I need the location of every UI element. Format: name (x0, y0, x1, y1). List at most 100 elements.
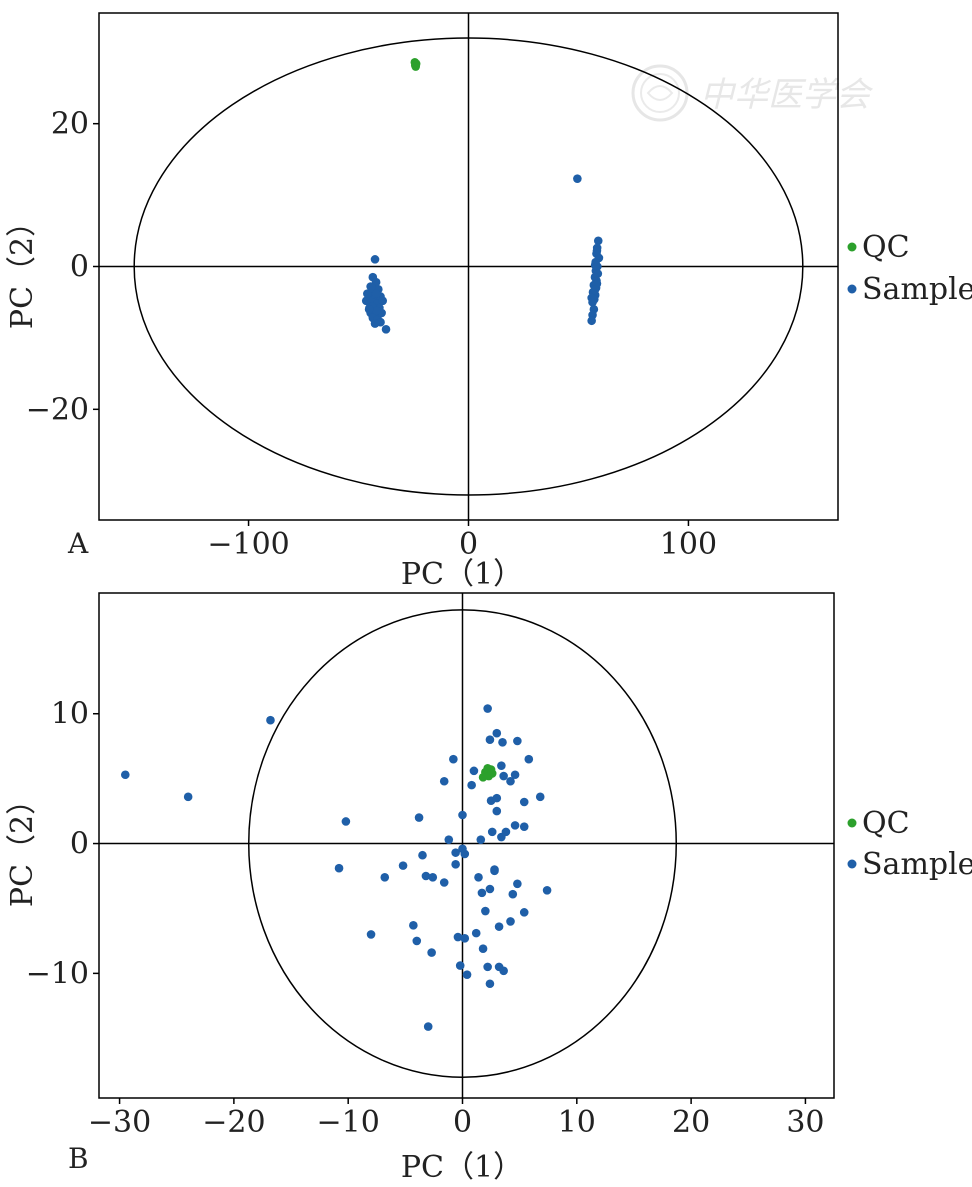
panel-b-sample-point (542, 885, 552, 895)
panel-b-legend: QC Sample (847, 806, 972, 882)
panel-b-sample-point (506, 917, 515, 926)
panel-b-sample-point (477, 888, 487, 898)
panel-b-sample-point (451, 848, 460, 857)
panel-b-qc-point (486, 765, 496, 774)
panel-b-sample-point (455, 961, 465, 970)
panel-b-x-tick-label: −10 (317, 1105, 380, 1140)
panel-b-sample-point (485, 884, 495, 894)
panel-b-sample-point (487, 827, 497, 837)
panel-b: −30 −20 −10 0 10 20 30 −10 0 10 PC（1） PC（2） B QC … (5, 592, 972, 1185)
panel-a-y-tick-label: −20 (26, 392, 89, 427)
panel-b-sample-point (492, 806, 502, 816)
panel-b-sample-point (120, 770, 130, 780)
panel-b-sample-point (366, 930, 376, 939)
panel-b-sample-point (494, 922, 504, 931)
panel-a-sample-point (592, 246, 602, 256)
panel-b-sample-point (266, 715, 275, 725)
panel-a-sample-point (590, 260, 600, 270)
panel-b-sample-point (458, 810, 467, 820)
panel-b-legend-qc-label: QC (862, 806, 910, 841)
panel-b-sample-point (524, 754, 534, 764)
watermark-text: 中华医学会 (700, 75, 874, 115)
panel-b-legend-qc-marker (847, 818, 857, 828)
panel-b-sample-point (460, 849, 470, 859)
panel-b-sample-point (460, 934, 470, 943)
panel-b-x-tick-label: 20 (672, 1105, 710, 1140)
panel-b-sample-point (519, 797, 529, 807)
panel-b-x-tick-label: 30 (786, 1105, 824, 1140)
panel-b-sample-point (492, 728, 502, 738)
panel-a-sample-point (587, 316, 596, 326)
panel-a-legend-qc-label: QC (862, 230, 910, 265)
panel-a-x-tick-label: 100 (660, 527, 717, 562)
panel-a-y-tick-label: 20 (51, 107, 89, 142)
panel-a-sample-point (381, 325, 391, 334)
panel-a-legend-sample-label: Sample (862, 272, 972, 307)
panel-b-sample-point (418, 850, 427, 860)
panel-a-sample-point (370, 319, 380, 328)
panel-b-letter: B (68, 1142, 89, 1175)
panel-b-sample-point (453, 932, 463, 942)
panel-b-sample-point (506, 776, 515, 786)
panel-b-sample-point (510, 770, 520, 780)
panel-b-sample-point (499, 771, 508, 781)
panel-b-sample-point (423, 1022, 433, 1031)
panel-b-sample-point (380, 873, 390, 882)
panel-b-y-tick-label: 0 (70, 827, 89, 862)
panel-a-sample-point (370, 255, 380, 264)
panel-b-sample-point (481, 906, 490, 916)
panel-a-x-tick-label: −100 (207, 527, 289, 562)
panel-b-legend-sample-marker (847, 859, 857, 869)
panel-b-sample-point (334, 863, 344, 873)
panel-b-x-axis-label: PC（1） (401, 1150, 523, 1185)
panel-b-sample-point (497, 761, 506, 770)
panel-b-x-tick-label: 10 (558, 1105, 596, 1140)
panel-b-sample-point (501, 827, 511, 837)
panel-b-sample-point (508, 889, 518, 899)
panel-b-sample-point (183, 792, 193, 802)
panel-b-sample-point (469, 766, 479, 776)
panel-b-qc-point (478, 773, 488, 782)
panel-b-sample-point (451, 860, 460, 869)
panel-b-sample-point (428, 873, 438, 882)
panel-b-ticks: −30 −20 −10 0 10 20 30 −10 0 10 (26, 697, 825, 1140)
panel-b-x-tick-label: 0 (453, 1105, 472, 1140)
panel-b-sample-point (519, 822, 529, 831)
panel-b-legend-sample-label: Sample (862, 847, 972, 882)
panel-a-legend: QC Sample (847, 230, 972, 307)
panel-a-sample-point (588, 297, 597, 307)
panel-b-sample-point (476, 835, 486, 844)
panel-b-sample-point (471, 928, 481, 938)
panel-b-sample-point (483, 704, 492, 713)
watermark-seal-icon (631, 64, 689, 122)
panel-b-sample-point (478, 944, 488, 954)
panel-b-sample-point (498, 737, 507, 747)
panel-b-sample-point (485, 979, 495, 989)
panel-b-y-axis-label: PC（2） (5, 785, 40, 907)
panel-b-sample-point (519, 908, 529, 917)
panel-b-sample-point (474, 873, 483, 882)
panel-a-qc-point (411, 62, 421, 71)
panel-a-sample-point (378, 296, 388, 306)
panel-a-sample-point (593, 236, 603, 246)
panel-a: −100 0 100 −20 0 20 PC（1） PC（2） A QC Sample (5, 12, 972, 592)
panel-b-x-tick-label: −30 (88, 1105, 151, 1140)
panel-b-sample-point (535, 792, 545, 802)
panel-a-ticks: −100 0 100 −20 0 20 (26, 107, 717, 562)
panel-a-sample-point (372, 306, 381, 316)
panel-b-sample-point (427, 948, 436, 957)
panel-b-zero-lines (99, 593, 834, 1098)
panel-b-sample-point (485, 735, 495, 744)
panel-b-sample-point (467, 780, 476, 790)
panel-b-sample-point (409, 921, 418, 930)
panel-b-sample-point (490, 865, 499, 874)
panel-b-x-tick-label: −20 (202, 1105, 265, 1140)
panel-b-y-tick-label: 10 (51, 697, 89, 732)
panel-a-sample-point (371, 289, 381, 298)
panel-b-sample-point (499, 966, 508, 976)
panel-a-sample-point (364, 305, 374, 314)
panel-b-points (120, 704, 552, 1031)
panel-b-sample-point (412, 936, 422, 946)
panel-a-legend-qc-marker (847, 242, 857, 252)
